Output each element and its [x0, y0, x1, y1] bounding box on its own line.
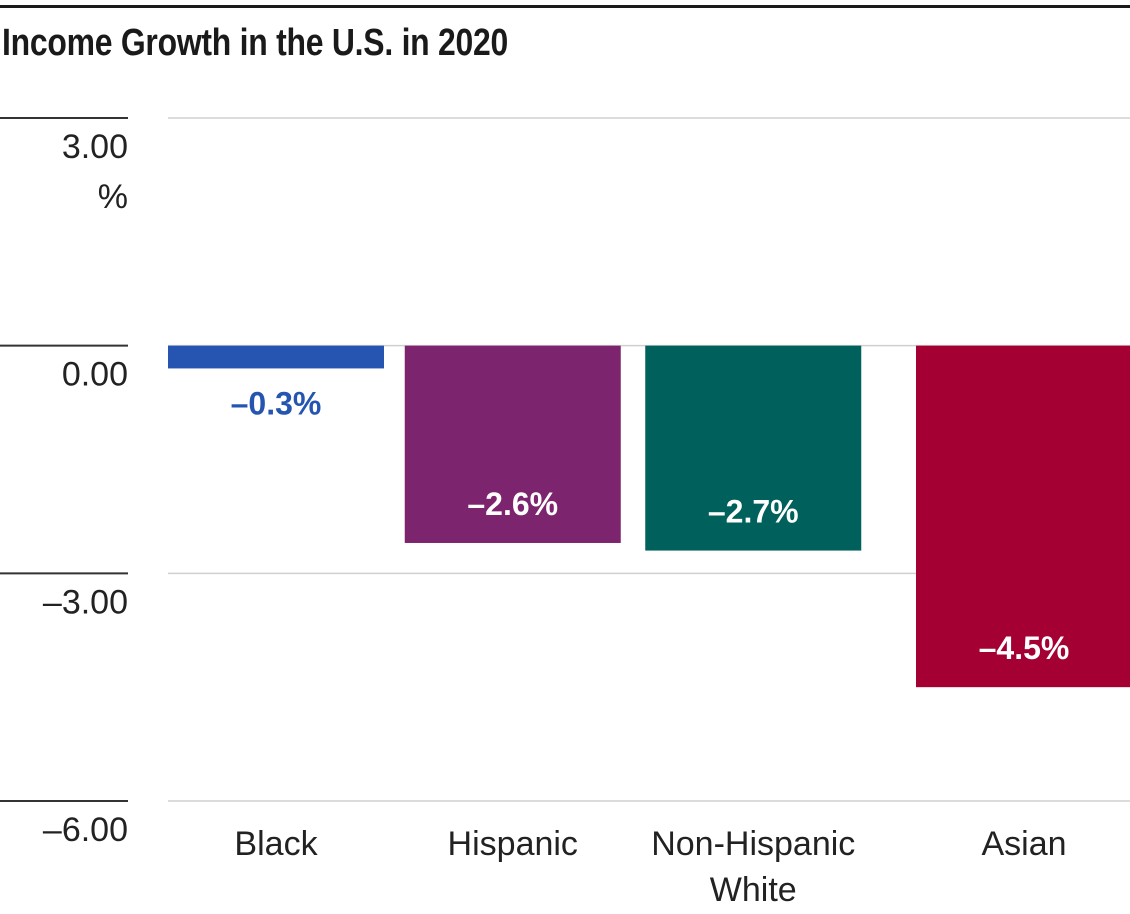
bar: [645, 345, 862, 551]
category-label: Asian: [981, 825, 1066, 863]
y-tick-label: 0.00: [62, 356, 128, 394]
category-label: Non-Hispanic: [651, 825, 855, 863]
bar: [168, 345, 384, 369]
y-tick-label: %: [98, 178, 128, 216]
y-tick-label: –6.00: [43, 811, 128, 849]
data-label: –0.3%: [231, 385, 322, 421]
data-label: –4.5%: [979, 630, 1070, 666]
category-label: Hispanic: [448, 825, 578, 863]
chart-title: Income Growth in the U.S. in 2020: [2, 22, 509, 64]
category-label: White: [710, 871, 797, 909]
data-label: –2.6%: [467, 486, 558, 522]
bar: [404, 345, 621, 543]
y-tick-label: –3.00: [43, 583, 128, 621]
data-label: –2.7%: [708, 494, 799, 530]
top-rule: [0, 5, 1130, 8]
y-tick-label: 3.00: [62, 128, 128, 166]
category-label: Black: [234, 825, 318, 863]
bar: [916, 345, 1130, 688]
